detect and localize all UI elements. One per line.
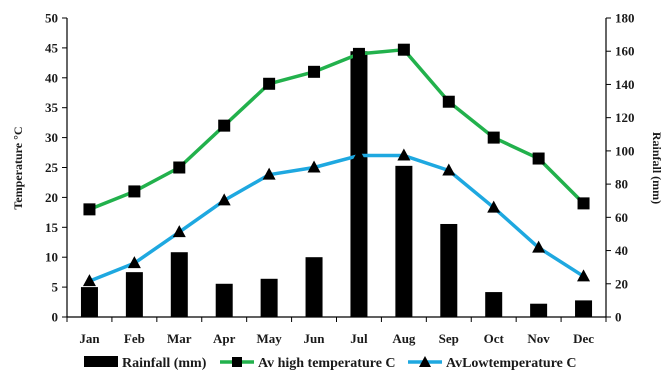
- legend-swatch-rainfall: [84, 356, 118, 367]
- low-temp-point-jul: [352, 148, 366, 161]
- x-tick-label: Apr: [213, 331, 236, 346]
- low-temp-point-oct: [487, 200, 501, 213]
- low-temp-point-jan: [82, 274, 96, 287]
- rainfall-bar-jun: [305, 257, 323, 317]
- left-tick-label: 15: [45, 220, 59, 235]
- right-tick-label: 160: [615, 44, 635, 59]
- right-tick-label: 140: [615, 77, 635, 92]
- rainfall-bar-mar: [170, 252, 188, 317]
- legend-swatch-low-marker: [419, 356, 431, 367]
- high-temp-point-sep: [442, 95, 455, 108]
- low-temp-point-jun: [307, 160, 321, 173]
- right-tick-label: 80: [615, 177, 628, 192]
- legend-label-rainfall: Rainfall (mm): [122, 356, 207, 371]
- low-temp-point-nov: [532, 240, 546, 253]
- low-temp-point-aug: [397, 148, 411, 161]
- legend-label-high: Av high temperature C: [258, 356, 396, 371]
- x-tick-label: Jun: [304, 331, 326, 346]
- high-temp-point-nov: [532, 152, 545, 165]
- left-tick-label: 25: [45, 160, 59, 175]
- left-tick-label: 20: [45, 190, 58, 205]
- high-temp-point-apr: [218, 119, 231, 132]
- high-temp-point-jun: [308, 65, 321, 78]
- rainfall-bar-oct: [485, 292, 503, 317]
- low-temp-point-mar: [172, 225, 186, 238]
- temperature-lines: [82, 43, 591, 287]
- right-tick-label: 0: [615, 310, 622, 325]
- high-temp-point-mar: [173, 161, 186, 174]
- low-temp-point-sep: [442, 163, 456, 176]
- rainfall-bar-dec: [575, 300, 593, 317]
- legend-swatch-high-marker: [232, 357, 242, 367]
- left-tick-label: 45: [45, 40, 59, 55]
- rainfall-bar-feb: [125, 272, 143, 317]
- left-tick-label: 5: [52, 280, 59, 295]
- high-temp-point-may: [263, 77, 276, 90]
- legend: Rainfall (mm) Av high temperature C AvLowt…: [84, 356, 577, 371]
- x-tick-label: Jan: [79, 331, 100, 346]
- x-tick-label: Aug: [392, 331, 416, 346]
- left-tick-label: 30: [45, 130, 58, 145]
- high-temp-point-jul: [352, 47, 365, 60]
- axes: 0 5 10 15 20 25 30 35 40 45 50 0 20 40 60 80 100 120 140 16…: [45, 11, 635, 347]
- right-tick-label: 180: [615, 11, 635, 26]
- x-tick-label: Dec: [573, 331, 594, 346]
- left-tick-label: 0: [52, 310, 59, 325]
- rainfall-bar-sep: [440, 223, 458, 317]
- x-tick-label: Oct: [484, 331, 505, 346]
- high-temp-point-jan: [83, 203, 96, 216]
- x-tick-label: May: [256, 331, 282, 346]
- high-temp-point-feb: [128, 185, 141, 198]
- right-tick-label: 20: [615, 276, 628, 291]
- high-temp-line: [88, 47, 585, 211]
- high-temp-point-aug: [397, 43, 410, 56]
- low-temp-point-dec: [577, 269, 591, 282]
- right-tick-label: 100: [615, 143, 635, 158]
- right-tick-label: 60: [615, 210, 628, 225]
- x-tick-label: Jul: [350, 331, 368, 346]
- right-tick-label: 40: [615, 243, 628, 258]
- rainfall-bar-aug: [395, 165, 413, 317]
- rainfall-bar-jul: [350, 51, 368, 317]
- low-temp-point-apr: [217, 193, 231, 206]
- right-axis-title: Rainfall (mm): [650, 132, 664, 204]
- x-tick-label: Feb: [124, 331, 145, 346]
- x-tick-label: Sep: [439, 331, 459, 346]
- high-temp-point-dec: [577, 197, 590, 210]
- legend-label-low: AvLowtemperature C: [446, 356, 577, 371]
- rainfall-bar-jan: [80, 287, 98, 317]
- low-temp-point-feb: [127, 256, 141, 269]
- left-tick-label: 35: [45, 100, 59, 115]
- left-tick-label: 50: [45, 11, 58, 26]
- rainfall-bar-apr: [215, 283, 233, 317]
- low-temp-line: [88, 153, 585, 283]
- high-temp-point-oct: [487, 131, 500, 144]
- rainfall-bar-may: [260, 278, 278, 317]
- rainfall-bars: [80, 51, 593, 317]
- left-tick-label: 10: [45, 250, 58, 265]
- right-tick-label: 120: [615, 110, 635, 125]
- left-axis-title: Temperature °C: [11, 126, 25, 209]
- x-tick-label: Mar: [167, 331, 192, 346]
- rainfall-bar-nov: [530, 303, 548, 317]
- low-temp-point-may: [262, 167, 276, 180]
- left-tick-label: 40: [45, 70, 58, 85]
- x-tick-label: Nov: [527, 331, 550, 346]
